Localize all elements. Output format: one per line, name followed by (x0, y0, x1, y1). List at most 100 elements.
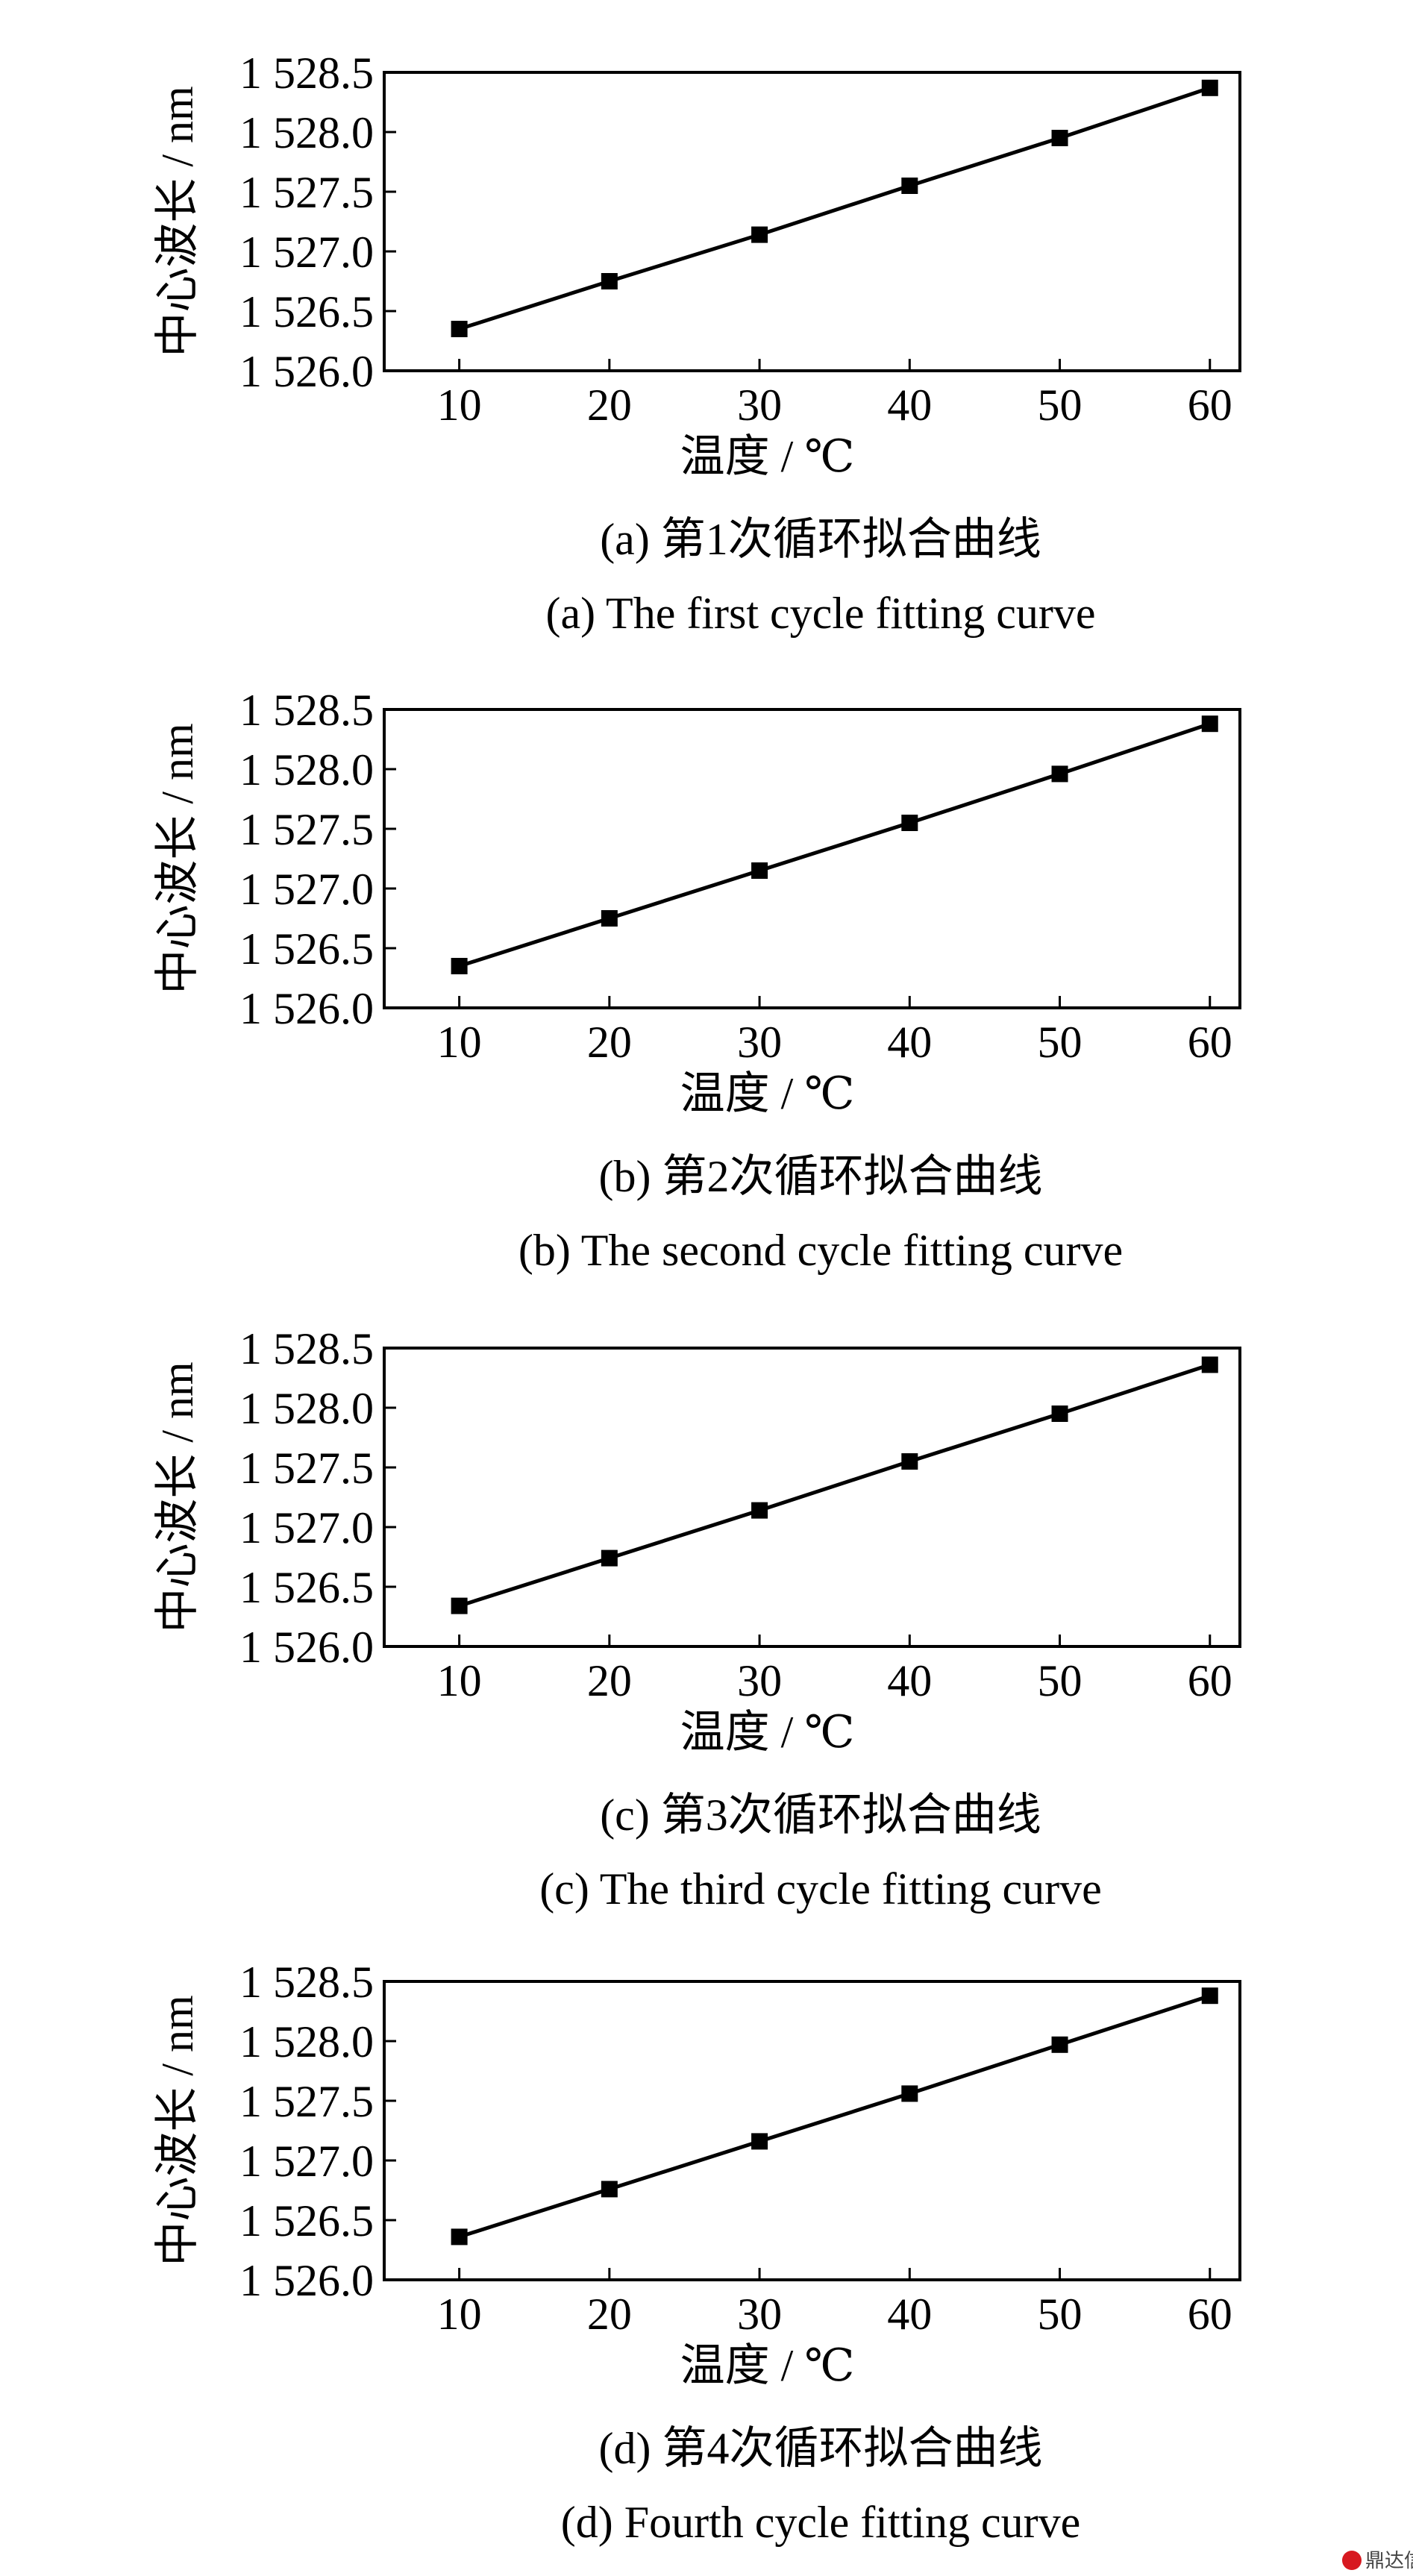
series-line (458, 1363, 1211, 1608)
y-tick-label: 1 527.5 (239, 2077, 374, 2126)
y-tick-label: 1 526.5 (239, 924, 374, 974)
series-line (458, 1993, 1211, 2239)
data-point (751, 862, 768, 879)
data-point (601, 910, 618, 927)
x-tick-label: 10 (437, 1656, 482, 1705)
watermark-logo-icon (1342, 2551, 1362, 2570)
data-point (1201, 715, 1218, 733)
y-tick-label: 1 528.5 (239, 48, 374, 98)
chart-panel: 10 20 30 40 50 60 1 526.0 1 526.5 1 527.0 1 527.5… (153, 1958, 1241, 2547)
chart-panel: 10 20 30 40 50 60 1 526.0 1 526.5 1 527.0 1 527.5… (153, 48, 1241, 638)
data-point (901, 178, 918, 194)
caption-cn: (d) 第4次循环拟合曲线 (599, 2424, 1043, 2473)
data-point (1201, 79, 1218, 96)
y-tick-label: 1 528.5 (239, 686, 374, 735)
x-tick-label: 20 (587, 1018, 632, 1067)
y-tick-label: 1 526.0 (239, 1623, 374, 1672)
series-line (458, 721, 1211, 968)
x-axis-title: 温度 / ℃ (680, 432, 855, 481)
caption-en: (d) Fourth cycle fitting curve (561, 2498, 1080, 2547)
data-point (1051, 130, 1068, 146)
y-tick-label: 1 528.0 (239, 745, 374, 795)
data-point (601, 1549, 618, 1567)
watermark-label: 鼎达信 (1365, 2550, 1413, 2572)
chart-panel: 10 20 30 40 50 60 1 526.0 1 526.5 1 527.0 1 527.5… (153, 1324, 1241, 1914)
y-tick-label: 1 526.5 (239, 2196, 374, 2246)
plot-frame (383, 71, 1241, 372)
x-axis-title: 温度 / ℃ (680, 1069, 855, 1118)
plot-frame (383, 1347, 1241, 1648)
caption-en: (b) The second cycle fitting curve (518, 1226, 1123, 1275)
y-axis-title: 中心波长 / nm (153, 1995, 202, 2266)
x-tick-label: 30 (737, 1018, 782, 1067)
y-axis-title: 中心波长 / nm (153, 86, 202, 357)
y-axis-title: 中心波长 / nm (153, 723, 202, 994)
y-tick-label: 1 526.0 (239, 347, 374, 396)
x-tick-label: 50 (1038, 1656, 1083, 1705)
x-tick-label: 30 (737, 1656, 782, 1705)
series-line (458, 86, 1211, 331)
data-point (751, 226, 768, 243)
x-tick-label: 10 (437, 380, 482, 430)
data-point (1201, 1987, 1218, 2005)
x-tick-label: 30 (737, 380, 782, 430)
data-point (601, 273, 618, 289)
y-tick-label: 1 526.0 (239, 984, 374, 1033)
y-tick-label: 1 527.5 (239, 805, 374, 854)
data-point (451, 1597, 468, 1614)
x-axis-title: 温度 / ℃ (680, 1708, 855, 1757)
y-tick-label: 1 526.0 (239, 2256, 374, 2305)
x-tick-label: 30 (737, 2290, 782, 2339)
x-tick-label: 40 (887, 2290, 932, 2339)
data-point (451, 321, 468, 337)
x-tick-label: 40 (887, 380, 932, 430)
y-tick-label: 1 527.0 (239, 228, 374, 277)
x-tick-label: 60 (1188, 380, 1232, 430)
x-tick-label: 50 (1038, 380, 1083, 430)
y-tick-label: 1 527.5 (239, 168, 374, 217)
y-tick-label: 1 528.5 (239, 1324, 374, 1373)
y-tick-label: 1 528.0 (239, 2017, 374, 2066)
data-point (1051, 2036, 1068, 2053)
x-tick-label: 50 (1038, 2290, 1083, 2339)
caption-cn: (b) 第2次循环拟合曲线 (599, 1152, 1043, 1201)
y-tick-label: 1 526.5 (239, 1563, 374, 1612)
x-tick-label: 40 (887, 1018, 932, 1067)
x-tick-label: 10 (437, 1018, 482, 1067)
data-point (601, 2181, 618, 2198)
plot-frame (383, 1980, 1241, 2281)
y-tick-label: 1 527.0 (239, 1503, 374, 1552)
data-point (751, 2133, 768, 2150)
y-tick-label: 1 527.0 (239, 865, 374, 914)
x-tick-label: 20 (587, 380, 632, 430)
y-tick-label: 1 526.5 (239, 287, 374, 336)
x-tick-label: 60 (1188, 1656, 1232, 1705)
x-tick-label: 40 (887, 1656, 932, 1705)
y-tick-label: 1 527.5 (239, 1444, 374, 1493)
x-tick-label: 60 (1188, 2290, 1232, 2339)
data-point (451, 2228, 468, 2246)
plot-frame (383, 708, 1241, 1009)
chart-panel: 10 20 30 40 50 60 1 526.0 1 526.5 1 527.0 1 527.5… (153, 686, 1241, 1275)
caption-cn: (a) 第1次循环拟合曲线 (600, 515, 1041, 564)
data-point (901, 2085, 918, 2102)
data-point (1051, 1405, 1068, 1422)
x-tick-label: 20 (587, 2290, 632, 2339)
caption-en: (c) The third cycle fitting curve (539, 1864, 1102, 1914)
y-tick-label: 1 528.0 (239, 108, 374, 157)
y-tick-label: 1 528.0 (239, 1384, 374, 1433)
x-axis-title: 温度 / ℃ (680, 2341, 855, 2390)
x-tick-label: 20 (587, 1656, 632, 1705)
y-tick-label: 1 528.5 (239, 1958, 374, 2007)
data-point (1051, 765, 1068, 783)
caption-cn: (c) 第3次循环拟合曲线 (600, 1790, 1041, 1840)
data-point (901, 815, 918, 831)
data-point (751, 1502, 768, 1519)
data-point (901, 1453, 918, 1470)
x-tick-label: 60 (1188, 1018, 1232, 1067)
data-point (451, 958, 468, 974)
x-tick-label: 50 (1038, 1018, 1083, 1067)
x-tick-label: 10 (437, 2290, 482, 2339)
y-tick-label: 1 527.0 (239, 2137, 374, 2186)
